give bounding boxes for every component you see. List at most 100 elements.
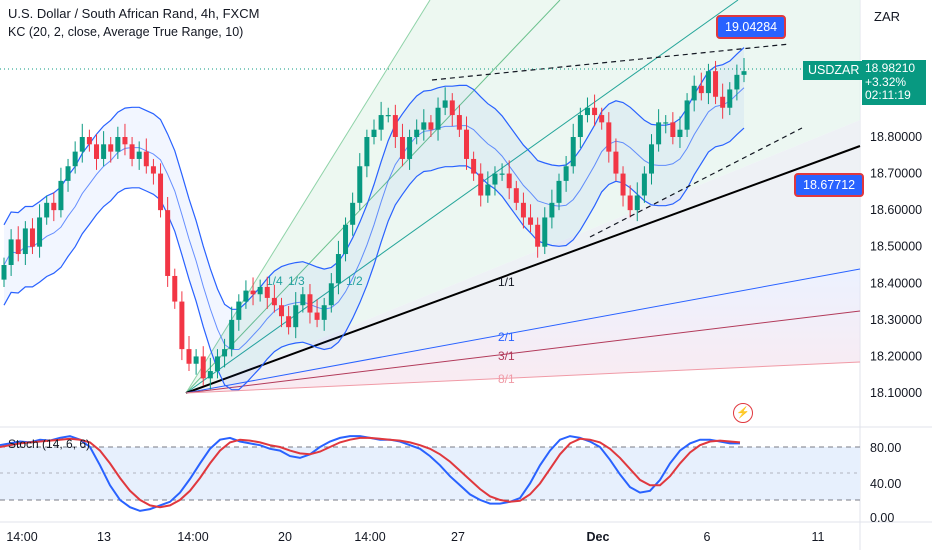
price-tick-5: 18.30000 [870,313,922,327]
candle-body [293,305,299,328]
price-tick-1: 18.70000 [870,167,922,181]
candle-body [414,129,420,137]
candle-body [1,265,7,280]
candle-body [563,166,569,181]
stoch-tick-0: 0.00 [870,511,894,525]
candle-body [656,122,662,145]
keltner-fill [4,47,744,390]
candle-body [357,166,363,203]
keltner-upper [3,47,745,310]
candle-body [392,115,398,137]
candle-body [691,85,697,101]
fan-line-1-4[interactable] [185,0,431,394]
candle-body [620,173,626,196]
candle-body [15,239,21,255]
candle-body [300,294,306,306]
fan-label-3-1: 3/1 [498,349,515,363]
candle-body [279,305,284,317]
time-tick-5: 27 [451,530,465,544]
candle-body [122,137,128,145]
candle-body [542,217,548,247]
candle-body [214,356,220,372]
candle-body [506,173,512,189]
time-tick-8: 11 [812,530,825,544]
candle-body [485,184,491,196]
fan-line-1-2[interactable] [185,0,739,394]
time-tick-0: 14:00 [6,530,37,544]
low-callout[interactable]: 18.67712 [794,173,865,197]
last-price-box: 18.98210 +3.32% 02:11:19 [862,60,926,105]
candle-body [94,144,99,159]
candle-body [663,122,669,124]
candle-body [471,158,477,174]
candle-body [207,371,213,379]
time-tick-2: 14:00 [177,530,208,544]
fan-zone-mid [186,120,860,393]
candle-body [741,71,747,75]
candle-body [72,151,78,167]
candle-body [307,294,313,313]
candle-body [158,173,164,211]
fan-label-8-1: 8/1 [498,372,515,386]
candle-body [513,188,519,203]
candle-body [577,115,583,137]
candle-body [499,173,505,175]
time-axis[interactable]: 14:00 13 14:00 20 14:00 27 Dec 6 11 [6,530,824,544]
candle-body [115,137,121,152]
fan-label-2-1: 2/1 [498,330,515,344]
candle-body [407,137,413,159]
fan-line-8-1[interactable] [185,361,861,394]
candle-body [627,195,633,211]
candle-body [143,151,149,167]
candle-body [257,286,263,295]
candle-body [435,107,441,130]
candle-body [549,202,555,218]
price-tick-4: 18.40000 [870,276,922,290]
candle-body [343,224,349,255]
time-tick-7: 6 [704,530,711,544]
bar-countdown: 02:11:19 [865,88,911,102]
currency-label[interactable]: ZAR [874,9,900,24]
candle-body [243,290,249,302]
candle-body [271,297,277,306]
time-tick-4: 14:00 [354,530,385,544]
candle-body [592,107,598,116]
flash-icon[interactable]: ⚡ [733,403,753,423]
candle-body [172,275,178,302]
price-axis[interactable]: 18.80000 18.70000 18.60000 18.50000 18.40000… [870,130,922,400]
candle-body [364,137,370,167]
fan-line-1-3[interactable] [185,0,561,394]
fan-line-2-1[interactable] [185,268,861,394]
candle-body [79,137,85,152]
candle-body [321,305,327,320]
fan-label-1-2: 1/2 [346,274,363,288]
candle-body [399,137,405,159]
dashed-trendline-lower[interactable] [589,127,803,238]
candle-body [371,129,377,137]
candle-body [570,137,576,167]
stoch-title[interactable]: Stoch (14, 6, 6) [8,437,91,451]
high-callout[interactable]: 19.04284 [716,15,787,39]
candle-body [179,301,185,350]
candle-body [606,122,612,152]
price-change: +3.32% [865,74,907,89]
candle-body [22,228,28,255]
keltner-band-fill [4,47,744,390]
stoch-d-line [0,436,741,509]
candle-body [8,239,14,265]
candle-body [51,202,57,211]
candle-body [649,144,654,174]
price-tick-7: 18.10000 [870,386,922,400]
candle-body [634,195,640,211]
stoch-tick-80: 80.00 [870,441,901,455]
indicator-label[interactable]: KC (20, 2, close, Average True Range, 10… [8,25,244,39]
price-tick-2: 18.60000 [870,203,922,217]
time-tick-6: Dec [587,530,610,544]
candle-body [136,151,142,159]
fan-line-3-1[interactable] [185,310,861,394]
candle-body [350,202,356,225]
dashed-trendline-upper[interactable] [431,43,791,81]
fan-line-1-1[interactable] [185,145,861,394]
candle-body [677,129,683,137]
